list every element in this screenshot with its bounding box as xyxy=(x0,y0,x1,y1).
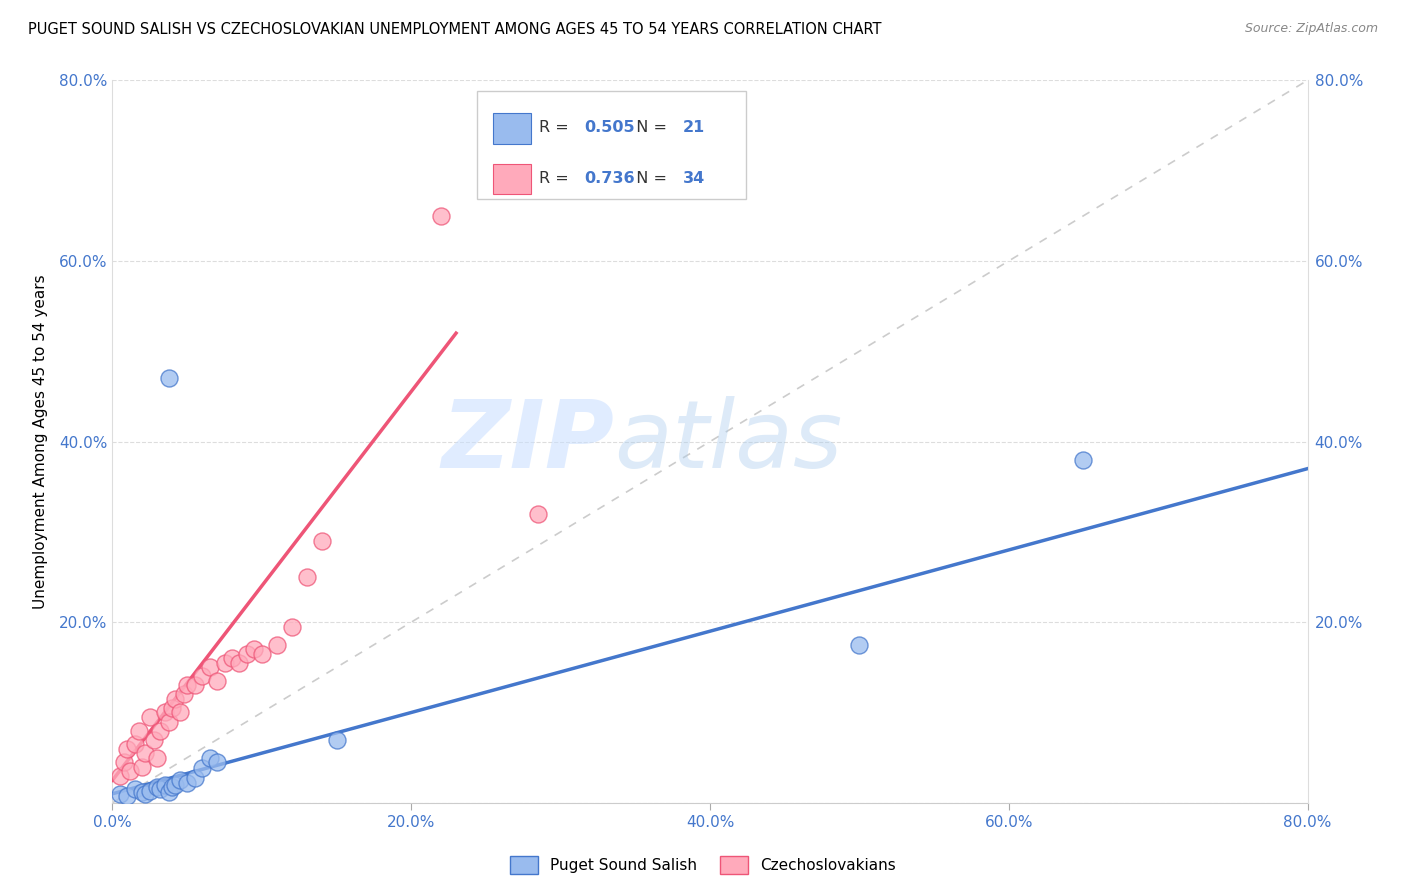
Point xyxy=(120,764,142,779)
Text: 0.505: 0.505 xyxy=(585,120,636,135)
Point xyxy=(191,669,214,683)
Point xyxy=(157,371,180,385)
Legend: Puget Sound Salish, Czechoslovakians: Puget Sound Salish, Czechoslovakians xyxy=(505,850,901,880)
Point xyxy=(281,620,304,634)
Text: Source: ZipAtlas.com: Source: ZipAtlas.com xyxy=(1244,22,1378,36)
Point xyxy=(250,647,273,661)
Y-axis label: Unemployment Among Ages 45 to 54 years: Unemployment Among Ages 45 to 54 years xyxy=(32,274,48,609)
Point xyxy=(169,706,191,720)
Point xyxy=(205,755,228,769)
Point xyxy=(108,769,131,783)
Point xyxy=(146,750,169,764)
Point xyxy=(430,209,453,223)
Point xyxy=(134,746,156,760)
Point xyxy=(311,533,333,548)
Text: 0.736: 0.736 xyxy=(585,170,636,186)
Point xyxy=(243,642,266,657)
Point xyxy=(114,755,135,769)
Point xyxy=(198,750,221,764)
Point xyxy=(153,778,176,792)
Text: N =: N = xyxy=(627,120,672,135)
Text: R =: R = xyxy=(538,170,574,186)
Point xyxy=(117,789,139,803)
Point xyxy=(848,638,870,652)
Point xyxy=(128,723,150,738)
Point xyxy=(157,785,180,799)
Point xyxy=(134,787,156,801)
FancyBboxPatch shape xyxy=(492,113,531,144)
Point xyxy=(228,656,250,670)
Point xyxy=(165,692,187,706)
Point xyxy=(173,687,195,701)
Point xyxy=(131,760,153,774)
Point xyxy=(117,741,139,756)
Point xyxy=(162,701,183,715)
Text: 34: 34 xyxy=(682,170,704,186)
Point xyxy=(149,782,172,797)
Point xyxy=(143,732,166,747)
Point xyxy=(162,780,183,794)
Point xyxy=(146,780,169,794)
Point xyxy=(131,785,153,799)
Point xyxy=(221,651,243,665)
Point xyxy=(205,673,228,688)
Point xyxy=(214,656,236,670)
Point xyxy=(176,776,198,790)
Point xyxy=(176,678,198,692)
Point xyxy=(191,762,214,776)
Point xyxy=(1073,452,1095,467)
FancyBboxPatch shape xyxy=(477,91,747,200)
Point xyxy=(325,732,347,747)
Text: R =: R = xyxy=(538,120,574,135)
Point xyxy=(236,647,259,661)
Point xyxy=(165,778,187,792)
Point xyxy=(139,784,162,798)
Point xyxy=(108,787,131,801)
Text: N =: N = xyxy=(627,170,672,186)
Text: PUGET SOUND SALISH VS CZECHOSLOVAKIAN UNEMPLOYMENT AMONG AGES 45 TO 54 YEARS COR: PUGET SOUND SALISH VS CZECHOSLOVAKIAN UN… xyxy=(28,22,882,37)
Point xyxy=(153,706,176,720)
Point xyxy=(124,782,146,797)
Point xyxy=(124,737,146,751)
Point xyxy=(527,507,550,521)
Text: ZIP: ZIP xyxy=(441,395,614,488)
Text: 21: 21 xyxy=(682,120,704,135)
Text: atlas: atlas xyxy=(614,396,842,487)
Point xyxy=(157,714,180,729)
Point xyxy=(266,638,288,652)
Point xyxy=(169,773,191,788)
Point xyxy=(149,723,172,738)
Point xyxy=(139,710,162,724)
FancyBboxPatch shape xyxy=(492,164,531,194)
Point xyxy=(183,678,205,692)
Point xyxy=(295,570,318,584)
Point xyxy=(183,771,205,785)
Point xyxy=(198,660,221,674)
